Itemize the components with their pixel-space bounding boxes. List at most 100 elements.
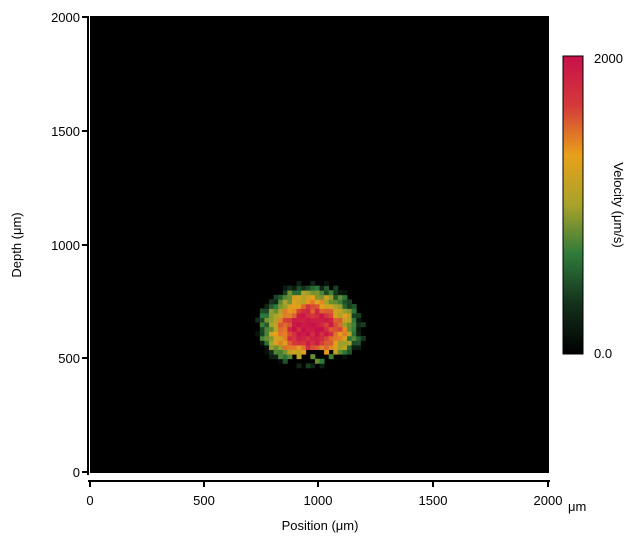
heatmap-cell — [301, 317, 307, 323]
heatmap-cell — [269, 331, 274, 337]
heatmap-cell — [324, 290, 330, 296]
heatmap-cell — [282, 299, 288, 305]
heatmap-cell — [269, 358, 274, 364]
heatmap-cell — [310, 326, 316, 332]
heatmap-cell — [333, 303, 339, 309]
heatmap-cell — [342, 313, 348, 319]
heatmap-cell — [255, 331, 261, 337]
x-tick-label: 0 — [86, 493, 93, 508]
y-axis-title: Depth (μm) — [9, 212, 24, 277]
heatmap-cell — [301, 335, 307, 341]
heatmap-cell — [337, 303, 343, 309]
heatmap-cell — [296, 354, 302, 360]
plot-background — [90, 16, 549, 473]
heatmap-cell — [264, 335, 270, 341]
heatmap-cell — [337, 294, 343, 300]
heatmap-cell — [319, 326, 325, 332]
heatmap-cell — [319, 335, 325, 341]
heatmap-cell — [296, 349, 302, 355]
heatmap-cell — [347, 326, 353, 332]
heatmap-cell — [310, 313, 316, 319]
heatmap-cell — [342, 303, 348, 309]
heatmap-cell — [273, 308, 279, 314]
y-tick-label: 500 — [58, 351, 80, 366]
heatmap-cell — [301, 290, 307, 296]
heatmap-cell — [278, 335, 284, 341]
heatmap-cell — [319, 313, 325, 319]
heatmap-cell — [324, 299, 330, 305]
heatmap-cell — [314, 326, 320, 332]
heatmap-cell — [347, 308, 353, 314]
colorbar — [562, 55, 584, 355]
heatmap-cell — [305, 345, 311, 351]
heatmap-cell — [259, 335, 265, 341]
heatmap-cell — [264, 354, 270, 360]
heatmap-cell — [319, 299, 325, 305]
heatmap-cell — [314, 358, 320, 364]
heatmap-cell — [319, 345, 325, 351]
heatmap-cell — [351, 326, 357, 332]
heatmap-cell — [287, 317, 293, 323]
heatmap-cell — [301, 299, 307, 305]
heatmap-cell — [259, 322, 265, 328]
heatmap-cell — [356, 313, 362, 319]
heatmap-cell — [324, 281, 330, 287]
heatmap-cell — [291, 345, 297, 351]
heatmap-cell — [328, 326, 334, 332]
heatmap-cell — [305, 313, 311, 319]
heatmap-cell — [328, 335, 334, 341]
heatmap-cell — [259, 331, 265, 337]
heatmap-cell — [264, 349, 270, 355]
heatmap-cell — [314, 308, 320, 314]
heatmap-cell — [310, 354, 316, 360]
heatmap-cell — [301, 326, 307, 332]
heatmap-cell — [282, 349, 288, 355]
heatmap-cell — [328, 290, 334, 296]
heatmap-cell — [328, 299, 334, 305]
heatmap-cell — [269, 349, 274, 355]
heatmap-cell — [314, 313, 320, 319]
heatmap-cell — [324, 285, 330, 291]
heatmap-cell — [301, 313, 307, 319]
heatmap-cell — [273, 349, 279, 355]
heatmap-cell — [324, 326, 330, 332]
heatmap-cell — [282, 285, 288, 291]
heatmap-cell — [324, 294, 330, 300]
heatmap-cell — [356, 317, 362, 323]
heatmap-cell — [291, 290, 297, 296]
heatmap-cell — [273, 313, 279, 319]
colorbar-title: Velocity (μm/s) — [611, 162, 626, 248]
heatmap-cell — [310, 345, 316, 351]
heatmap-cell — [291, 303, 297, 309]
heatmap-cell — [269, 322, 274, 328]
heatmap-cell — [310, 372, 316, 378]
heatmap-cell — [282, 308, 288, 314]
heatmap-cell — [291, 317, 297, 323]
heatmap-cell — [347, 345, 353, 351]
heatmap-cell — [356, 345, 362, 351]
heatmap-cell — [296, 322, 302, 328]
heatmap-cell — [287, 340, 293, 346]
heatmap-cell — [287, 290, 293, 296]
heatmap-cell — [273, 335, 279, 341]
heatmap-cell — [310, 322, 316, 328]
heatmap-cell — [310, 281, 316, 287]
heatmap-cell — [269, 299, 274, 305]
heatmap-cell — [314, 290, 320, 296]
heatmap-cell — [324, 349, 330, 355]
heatmap-cell — [337, 290, 343, 296]
heatmap-cell — [287, 326, 293, 332]
heatmap-cell — [278, 308, 284, 314]
heatmap-cell — [287, 349, 293, 355]
heatmap-cell — [333, 326, 339, 332]
heatmap-cell — [328, 322, 334, 328]
heatmap-cell — [269, 345, 274, 351]
heatmap-cell — [287, 322, 293, 328]
heatmap-cell — [342, 290, 348, 296]
heatmap-cell — [278, 331, 284, 337]
heatmap-cell — [282, 354, 288, 360]
heatmap-cell — [278, 303, 284, 309]
heatmap-cell — [342, 335, 348, 341]
heatmap-cell — [305, 326, 311, 332]
